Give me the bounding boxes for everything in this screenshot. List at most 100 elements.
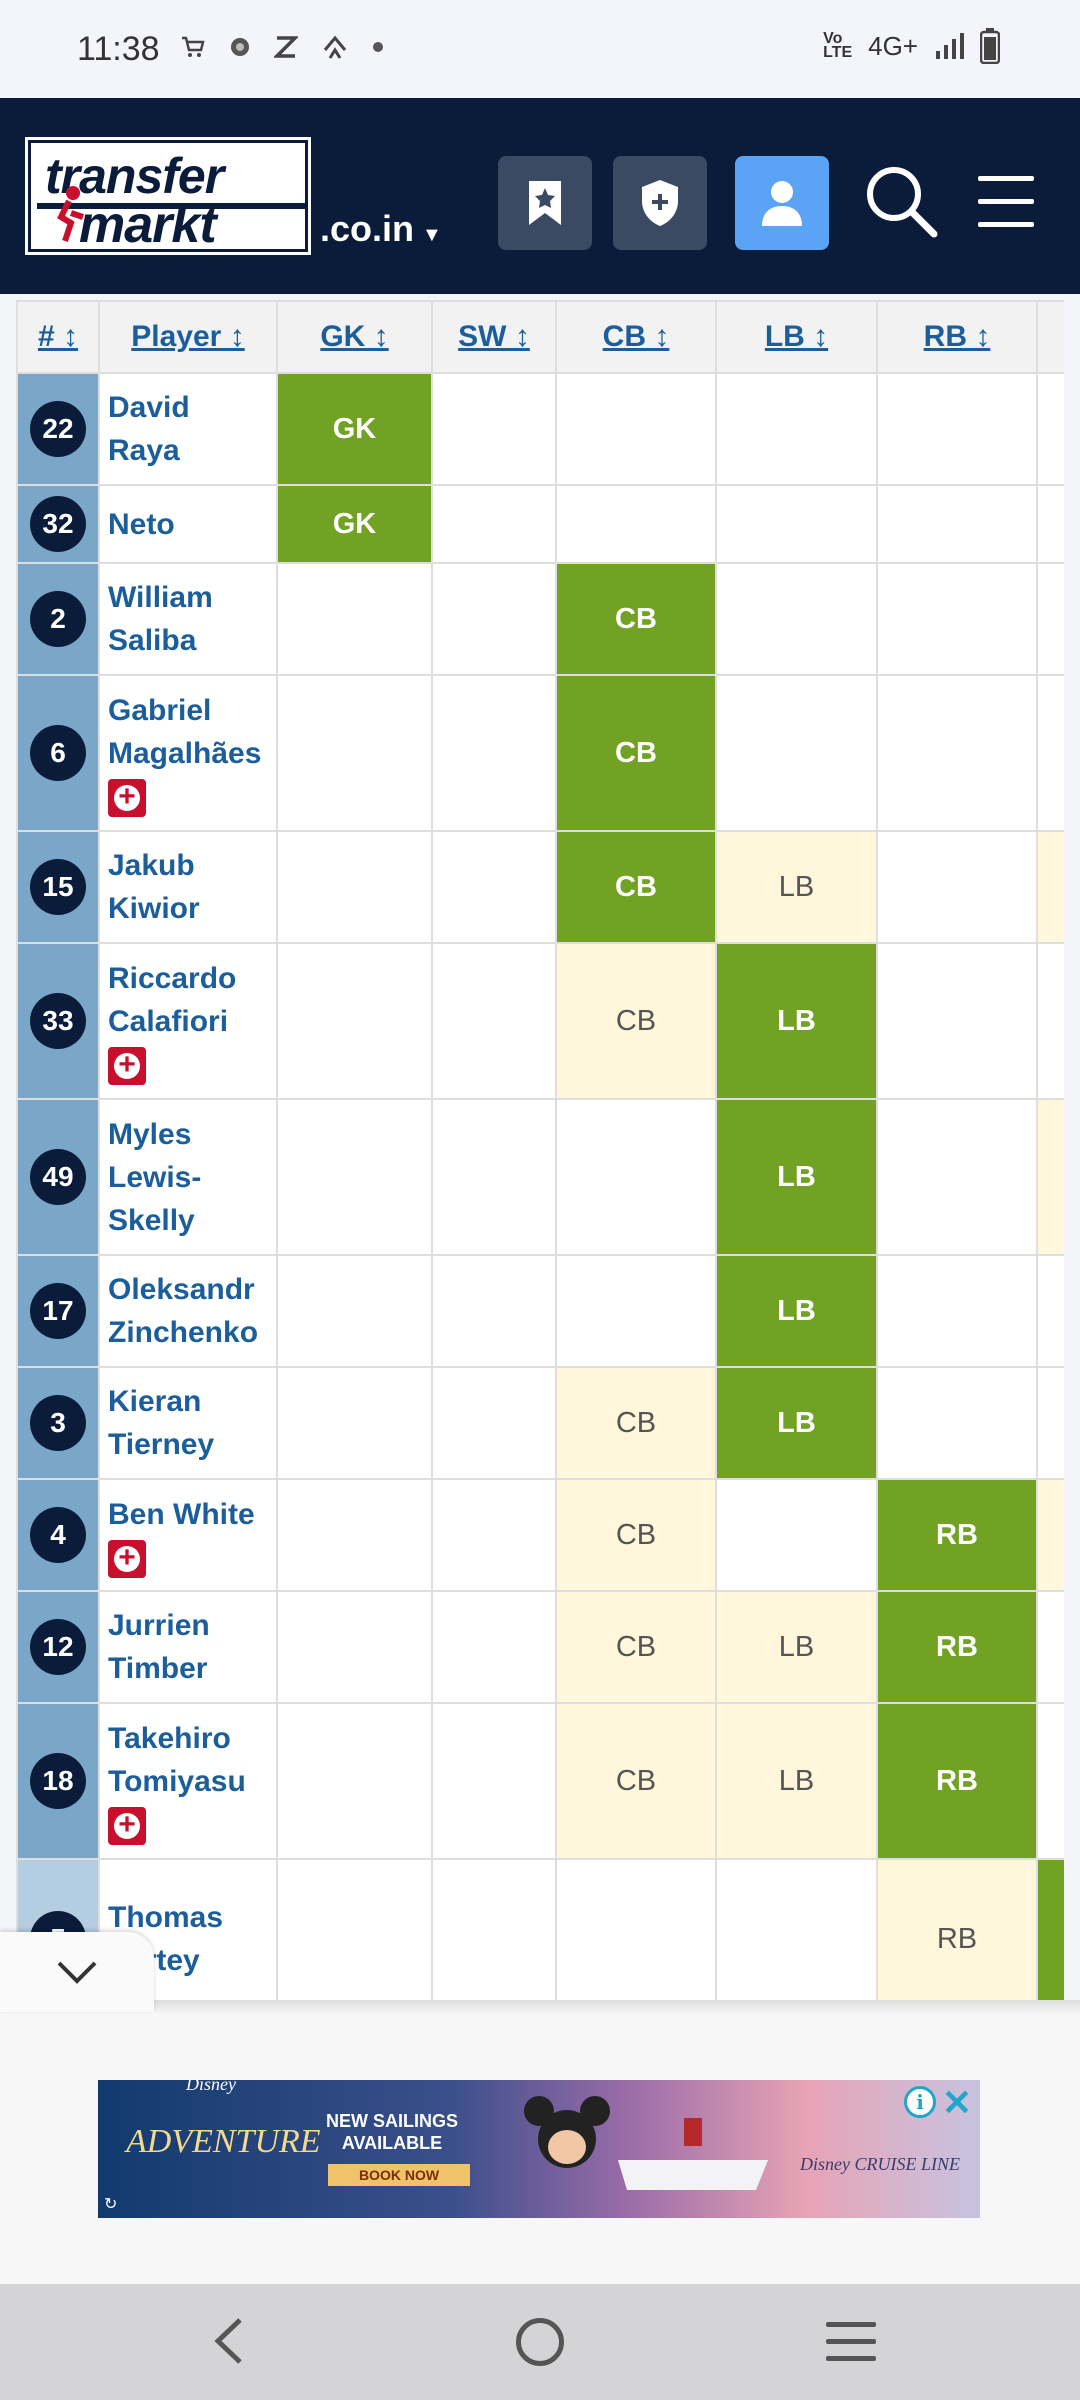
player-name-cell[interactable]: Jurrien Timber: [98, 1590, 278, 1704]
domain-selector[interactable]: .co.in ▼: [320, 208, 442, 250]
player-first-name[interactable]: David: [108, 391, 190, 424]
table-row[interactable]: 2 William Saliba CB: [16, 562, 1064, 676]
advertisement-banner[interactable]: Disney ADVENTURE NEW SAILINGS AVAILABLE …: [98, 2080, 980, 2218]
player-last-name[interactable]: Tomiyasu: [108, 1765, 246, 1798]
table-row[interactable]: 15 Jakub Kiwior CB LB: [16, 830, 1064, 944]
player-first-name[interactable]: Riccardo: [108, 962, 237, 995]
jersey-number: 17: [30, 1283, 86, 1339]
shield-plus-icon: [642, 180, 678, 226]
position-cell-cb: CB: [555, 1702, 717, 1860]
sort-cb-header[interactable]: CB ↕: [555, 300, 717, 374]
next-column-header: [1036, 300, 1064, 374]
watchlist-button[interactable]: [498, 156, 592, 250]
player-name-cell[interactable]: Gabriel Magalhães: [98, 674, 278, 832]
position-cell-cb: CB: [555, 562, 717, 676]
injury-icon[interactable]: [108, 1539, 146, 1578]
player-name-cell[interactable]: Neto: [98, 484, 278, 564]
player-name-cell[interactable]: Riccardo Calafiori: [98, 942, 278, 1100]
player-last-name[interactable]: Timber: [108, 1652, 208, 1685]
ad-book-now-button[interactable]: BOOK NOW: [328, 2164, 470, 2186]
player-first-name[interactable]: Thomas: [108, 1901, 224, 1934]
injury-icon[interactable]: [108, 1806, 146, 1845]
position-cell-x: [1036, 1478, 1064, 1592]
sort-rb-header[interactable]: RB ↕: [876, 300, 1038, 374]
user-icon: [762, 181, 802, 226]
account-button[interactable]: [735, 156, 829, 250]
table-row[interactable]: 3 Kieran Tierney CB LB: [16, 1366, 1064, 1480]
table-row[interactable]: 17 Oleksandr Zinchenko LB: [16, 1254, 1064, 1368]
player-first-name[interactable]: William: [108, 581, 213, 614]
position-cell-sw: [431, 1254, 557, 1368]
player-last-name[interactable]: Lewis- Skelly: [108, 1160, 202, 1237]
logo-line-2: markt: [79, 196, 217, 254]
table-body: 22 David Raya GK 32 Neto GK 2 William Saliba CB 6 Ga…: [16, 372, 1064, 2000]
player-name-cell[interactable]: Ben White: [98, 1478, 278, 1592]
position-cell-lb: LB: [715, 1590, 878, 1704]
table-row[interactable]: 6 Gabriel Magalhães CB: [16, 674, 1064, 832]
player-first-name[interactable]: Gabriel: [108, 694, 212, 727]
player-name-cell[interactable]: Takehiro Tomiyasu: [98, 1702, 278, 1860]
sort-number-header[interactable]: # ↕: [16, 300, 100, 374]
sort-player-header[interactable]: Player ↕: [98, 300, 278, 374]
positions-table-container[interactable]: # ↕ Player ↕ GK ↕ SW ↕ CB ↕ LB ↕ RB ↕ 22…: [16, 300, 1064, 2000]
position-cell-lb: [715, 372, 878, 486]
table-row[interactable]: 49 Myles Lewis- Skelly LB: [16, 1098, 1064, 1256]
search-icon[interactable]: [862, 162, 942, 242]
position-cell-gk: [276, 674, 433, 832]
sort-sw-header[interactable]: SW ↕: [431, 300, 557, 374]
position-cell-x: [1036, 1254, 1064, 1368]
player-first-name[interactable]: Kieran: [108, 1385, 202, 1418]
player-last-name[interactable]: Saliba: [108, 624, 197, 657]
player-name-cell[interactable]: William Saliba: [98, 562, 278, 676]
player-last-name[interactable]: Zinchenko: [108, 1316, 259, 1349]
player-first-name[interactable]: Ben White: [108, 1497, 255, 1531]
position-cell-rb: RB: [876, 1478, 1038, 1592]
player-name-cell[interactable]: Jakub Kiwior: [98, 830, 278, 944]
table-row[interactable]: 12 Jurrien Timber CB LB RB: [16, 1590, 1064, 1704]
menu-icon[interactable]: [978, 176, 1034, 228]
player-first-name[interactable]: Oleksandr: [108, 1273, 255, 1306]
dot-icon: [373, 42, 383, 52]
recent-apps-icon[interactable]: [826, 2322, 876, 2362]
jersey-number: 12: [30, 1619, 86, 1675]
home-icon[interactable]: [516, 2318, 564, 2366]
player-first-name[interactable]: Jakub: [108, 849, 195, 882]
sort-gk-header[interactable]: GK ↕: [276, 300, 433, 374]
player-first-name[interactable]: Myles: [108, 1117, 192, 1151]
sort-lb-header[interactable]: LB ↕: [715, 300, 878, 374]
ad-close-icon[interactable]: ✕: [941, 2082, 972, 2123]
player-last-name[interactable]: Raya: [108, 434, 180, 467]
player-name-cell[interactable]: Myles Lewis- Skelly: [98, 1098, 278, 1256]
player-first-name[interactable]: Neto: [108, 507, 175, 541]
table-row[interactable]: 4 Ben White CB RB: [16, 1478, 1064, 1592]
player-last-name[interactable]: Kiwior: [108, 892, 200, 925]
position-cell-rb: [876, 1366, 1038, 1480]
injury-icon[interactable]: [108, 778, 146, 817]
player-last-name[interactable]: Tierney: [108, 1428, 215, 1461]
position-cell-rb: RB: [876, 1590, 1038, 1704]
jersey-number-cell: 17: [16, 1254, 100, 1368]
player-name-cell[interactable]: Oleksandr Zinchenko: [98, 1254, 278, 1368]
injury-icon[interactable]: [108, 1046, 146, 1085]
player-last-name[interactable]: Magalhães: [108, 737, 262, 770]
table-header-row: # ↕ Player ↕ GK ↕ SW ↕ CB ↕ LB ↕ RB ↕: [16, 300, 1064, 374]
position-cell-lb: [715, 1858, 878, 2000]
ad-info-icon[interactable]: i: [904, 2086, 936, 2118]
signal-icon: [936, 33, 964, 59]
back-icon[interactable]: [210, 2316, 250, 2366]
collapse-ad-button[interactable]: [0, 1932, 154, 2012]
transfermarkt-logo[interactable]: transfer markt: [25, 137, 311, 255]
club-shield-button[interactable]: [613, 156, 707, 250]
player-name-cell[interactable]: David Raya: [98, 372, 278, 486]
player-last-name[interactable]: Calafiori: [108, 1005, 229, 1038]
player-name-cell[interactable]: Kieran Tierney: [98, 1366, 278, 1480]
table-row[interactable]: 22 David Raya GK: [16, 372, 1064, 486]
table-row[interactable]: 32 Neto GK: [16, 484, 1064, 564]
player-first-name[interactable]: Takehiro: [108, 1722, 231, 1755]
position-cell-cb: CB: [555, 830, 717, 944]
player-first-name[interactable]: Jurrien: [108, 1609, 210, 1642]
table-row[interactable]: 5ThomasParteyRB: [16, 1858, 1064, 2000]
domain-label: .co.in: [320, 208, 415, 249]
